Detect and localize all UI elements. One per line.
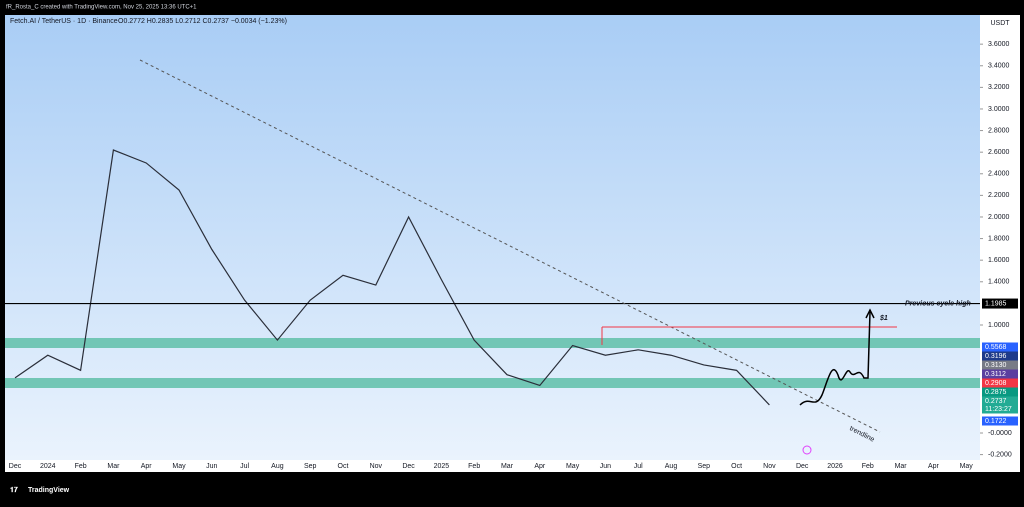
x-tick-label: 2026 xyxy=(827,463,843,470)
price-label-box xyxy=(982,387,1018,397)
x-tick-label: Sep xyxy=(304,463,317,470)
x-tick-label: Apr xyxy=(928,463,940,470)
support-zone xyxy=(5,338,980,348)
price-label: 0.3112 xyxy=(985,371,1006,378)
x-tick-label: Mar xyxy=(895,463,908,470)
price-label-box xyxy=(982,416,1018,426)
plot-area xyxy=(5,15,980,460)
x-tick-label: May xyxy=(960,463,974,470)
x-tick-label: Nov xyxy=(370,463,383,470)
x-tick-label: Jun xyxy=(600,463,611,470)
previous-high-text: Previous cycle high xyxy=(905,300,971,307)
target-label: $1 xyxy=(879,315,888,322)
y-tick-label: -0.0000 xyxy=(988,430,1012,437)
logo-mark: 𝟏𝟕 xyxy=(10,486,18,494)
price-label-box xyxy=(982,342,1018,352)
price-label: 0.5568 xyxy=(985,344,1007,351)
price-line xyxy=(14,149,770,406)
credit: fR_Rosta_C created with TradingView.com,… xyxy=(6,5,197,11)
x-tick-label: May xyxy=(566,463,580,470)
price-label: 0.2908 xyxy=(985,380,1007,387)
ohlc: O0.2772 H0.2835 L0.2712 C0.2737 −0.0034 … xyxy=(118,18,287,25)
previous-high-box xyxy=(982,298,1018,309)
previous-high-label: 1.1985 xyxy=(985,300,1007,307)
trendline xyxy=(139,59,881,433)
x-tick-label: Aug xyxy=(665,463,678,470)
x-tick-label: Mar xyxy=(501,463,514,470)
footer xyxy=(0,472,1024,507)
price-label: 0.3130 xyxy=(985,362,1007,369)
price-label: 0.2737 xyxy=(985,398,1007,405)
x-tick-label: Jun xyxy=(206,463,217,470)
x-tick-label: 2024 xyxy=(40,463,56,470)
price-label: 0.3196 xyxy=(985,353,1007,360)
x-tick-label: Aug xyxy=(271,463,284,470)
currency: USDT xyxy=(990,20,1010,27)
x-tick-label: Feb xyxy=(862,463,874,470)
x-tick-label: Jul xyxy=(634,463,643,470)
logo: TradingView xyxy=(28,487,70,494)
y-tick-label: 2.6000 xyxy=(988,149,1010,156)
price-label-box xyxy=(982,396,1018,414)
x-tick-label: Sep xyxy=(698,463,711,470)
y-tick-label: 3.0000 xyxy=(988,106,1010,113)
y-tick-label: 2.0000 xyxy=(988,214,1010,221)
x-tick-label: May xyxy=(172,463,186,470)
price-label-box xyxy=(982,378,1018,388)
x-tick-label: Apr xyxy=(534,463,546,470)
x-tick-label: Apr xyxy=(141,463,153,470)
y-tick-label: 2.8000 xyxy=(988,127,1010,134)
x-tick-label: 2025 xyxy=(434,463,450,470)
x-tick-label: Nov xyxy=(763,463,776,470)
x-tick-label: Jul xyxy=(240,463,249,470)
y-tick-label: 3.4000 xyxy=(988,63,1010,70)
price-label: 0.2875 xyxy=(985,389,1007,396)
price-label-box xyxy=(982,360,1018,370)
support-zone xyxy=(5,378,980,388)
event-icon xyxy=(802,445,812,455)
y-tick-label: 1.4000 xyxy=(988,279,1010,286)
y-tick-label: -0.2000 xyxy=(988,451,1012,458)
y-tick-label: 1.6000 xyxy=(988,257,1010,264)
y-tick-label: 3.2000 xyxy=(988,84,1010,91)
y-tick-label: 2.2000 xyxy=(988,192,1010,199)
projection-arrow xyxy=(865,308,875,319)
x-tick-label: Oct xyxy=(731,463,742,470)
x-tick-label: Feb xyxy=(468,463,480,470)
y-tick-label: 1.0000 xyxy=(988,322,1010,329)
x-tick-label: Feb xyxy=(75,463,87,470)
y-tick-label: 1.8000 xyxy=(988,235,1010,242)
symbol: Fetch.AI / TetherUS · 1D · Binance xyxy=(10,18,118,25)
x-tick-label: Mar xyxy=(107,463,120,470)
x-tick-label: Oct xyxy=(338,463,349,470)
x-tick-label: Dec xyxy=(9,463,22,470)
y-tick-label: 3.6000 xyxy=(988,41,1010,48)
projection xyxy=(799,311,871,406)
x-tick-label: Dec xyxy=(796,463,809,470)
y-tick-label: 2.4000 xyxy=(988,171,1010,178)
x-tick-label: Dec xyxy=(402,463,415,470)
price-label-box xyxy=(982,351,1018,361)
price-label: 0.1722 xyxy=(985,418,1007,425)
countdown: 11:23:27 xyxy=(985,406,1012,413)
price-label-box xyxy=(982,369,1018,379)
